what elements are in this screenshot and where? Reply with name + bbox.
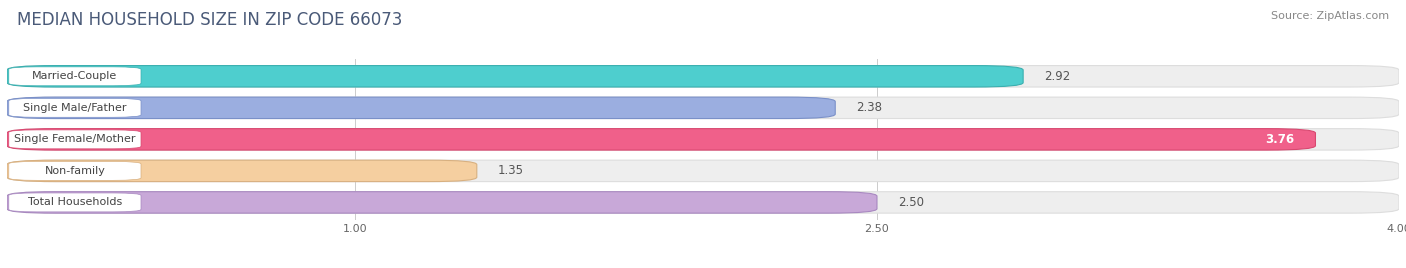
Text: 3.76: 3.76 bbox=[1265, 133, 1295, 146]
FancyBboxPatch shape bbox=[8, 67, 141, 86]
FancyBboxPatch shape bbox=[7, 66, 1399, 87]
FancyBboxPatch shape bbox=[7, 129, 1399, 150]
Text: Married-Couple: Married-Couple bbox=[32, 71, 118, 81]
FancyBboxPatch shape bbox=[8, 130, 141, 149]
Text: Source: ZipAtlas.com: Source: ZipAtlas.com bbox=[1271, 11, 1389, 21]
Text: 2.92: 2.92 bbox=[1045, 70, 1070, 83]
Text: Non-family: Non-family bbox=[45, 166, 105, 176]
Text: 1.35: 1.35 bbox=[498, 164, 523, 177]
FancyBboxPatch shape bbox=[7, 66, 1024, 87]
FancyBboxPatch shape bbox=[7, 192, 877, 213]
Text: 2.38: 2.38 bbox=[856, 101, 882, 114]
FancyBboxPatch shape bbox=[7, 160, 477, 182]
Text: MEDIAN HOUSEHOLD SIZE IN ZIP CODE 66073: MEDIAN HOUSEHOLD SIZE IN ZIP CODE 66073 bbox=[17, 11, 402, 29]
FancyBboxPatch shape bbox=[8, 193, 141, 212]
Text: Total Households: Total Households bbox=[28, 198, 122, 207]
FancyBboxPatch shape bbox=[7, 97, 835, 118]
FancyBboxPatch shape bbox=[7, 160, 1399, 182]
Text: Single Male/Father: Single Male/Father bbox=[22, 103, 127, 113]
FancyBboxPatch shape bbox=[7, 97, 1399, 118]
Text: Single Female/Mother: Single Female/Mother bbox=[14, 134, 135, 144]
FancyBboxPatch shape bbox=[8, 161, 141, 180]
FancyBboxPatch shape bbox=[8, 98, 141, 117]
FancyBboxPatch shape bbox=[7, 129, 1316, 150]
FancyBboxPatch shape bbox=[7, 192, 1399, 213]
Text: 2.50: 2.50 bbox=[898, 196, 924, 209]
